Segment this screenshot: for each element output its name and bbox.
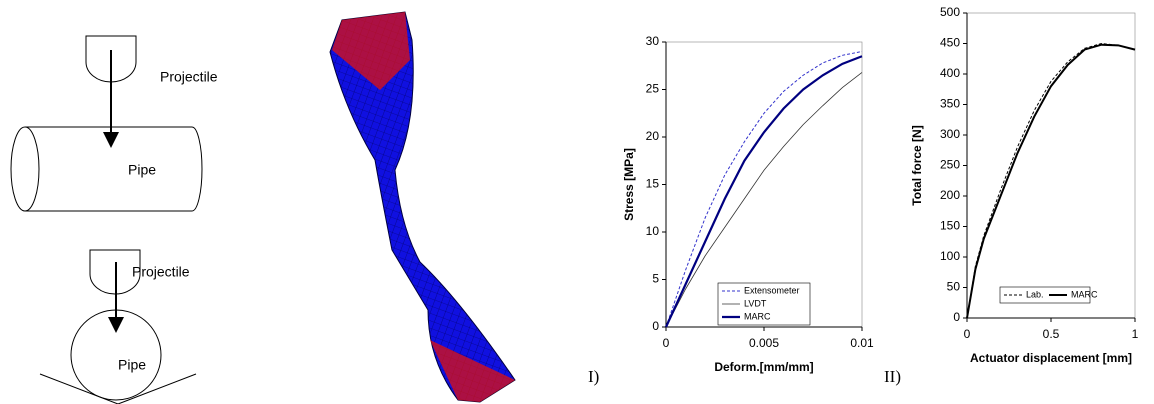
y-tick-label: 25 bbox=[646, 82, 660, 96]
impact-diagram bbox=[10, 35, 203, 404]
x-tick-label: 0.01 bbox=[850, 336, 874, 350]
projectile-top bbox=[85, 35, 137, 83]
x-tick-label: 0.5 bbox=[1043, 327, 1060, 341]
y-tick-label: 30 bbox=[646, 34, 660, 48]
x-tick-label: 0 bbox=[663, 336, 670, 350]
x-tick-label: 0.005 bbox=[749, 336, 779, 350]
projectile-bottom bbox=[89, 249, 141, 295]
label: Projectile bbox=[160, 69, 218, 85]
pipe-end bbox=[10, 126, 40, 212]
x-tick-label: 0 bbox=[964, 327, 971, 341]
legend-box bbox=[999, 286, 1091, 304]
y-tick-label: 20 bbox=[646, 129, 660, 143]
y-tick-label: 10 bbox=[646, 224, 660, 238]
y-axis-title: Stress [MPa] bbox=[622, 148, 636, 221]
series-line bbox=[665, 72, 863, 328]
legend-label: MARC bbox=[1071, 289, 1098, 299]
legend-label: LVDT bbox=[744, 298, 767, 308]
y-tick-label: 200 bbox=[940, 188, 960, 202]
y-tick-label: 0 bbox=[953, 310, 960, 324]
x-axis-title: Actuator displacement [mm] bbox=[970, 351, 1132, 365]
series-line bbox=[665, 55, 863, 328]
series-line bbox=[966, 42, 1136, 319]
y-tick-label: 150 bbox=[940, 219, 960, 233]
series-line bbox=[966, 43, 1136, 319]
series-line bbox=[665, 51, 863, 328]
y-tick-label: 0 bbox=[652, 319, 659, 333]
legend-label: Extensometer bbox=[744, 285, 800, 295]
panel-label: II) bbox=[884, 367, 901, 386]
pipe-section bbox=[70, 309, 162, 401]
label: Projectile bbox=[132, 264, 190, 280]
plot-area bbox=[966, 12, 1136, 319]
y-tick-label: 500 bbox=[940, 5, 960, 19]
label: Pipe bbox=[118, 357, 146, 373]
y-tick-label: 15 bbox=[646, 177, 660, 191]
support bbox=[39, 373, 197, 404]
y-tick-label: 50 bbox=[947, 280, 961, 294]
x-axis-title: Deform.[mm/mm] bbox=[714, 360, 813, 374]
y-tick-label: 100 bbox=[940, 249, 960, 263]
y-tick-label: 350 bbox=[940, 97, 960, 111]
legend-label: MARC bbox=[744, 311, 771, 321]
y-tick-label: 300 bbox=[940, 127, 960, 141]
pipe-body bbox=[25, 126, 203, 212]
y-tick-label: 450 bbox=[940, 36, 960, 50]
y-tick-label: 5 bbox=[652, 272, 659, 286]
y-tick-label: 400 bbox=[940, 66, 960, 80]
fe-mesh bbox=[329, 11, 516, 403]
legend-label: Lab. bbox=[1026, 289, 1044, 299]
x-tick-label: 1 bbox=[1132, 327, 1139, 341]
y-axis-title: Total force [N] bbox=[910, 125, 924, 205]
label: Pipe bbox=[128, 162, 156, 178]
panel-label: I) bbox=[588, 367, 599, 386]
y-tick-label: 250 bbox=[940, 158, 960, 172]
